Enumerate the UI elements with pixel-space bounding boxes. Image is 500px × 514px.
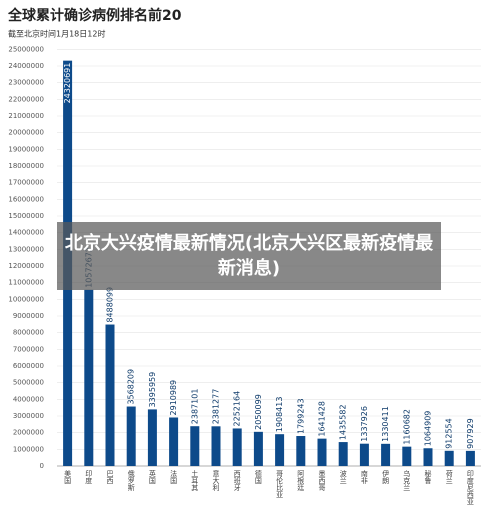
x-tick-label: 秘鲁 [424,469,432,485]
bar [126,406,136,466]
y-tick-label: 0 [40,462,44,470]
x-tick-label: 波兰 [339,469,347,484]
bar [169,417,179,466]
x-tick-label: 印度尼西亚 [466,470,474,505]
y-tick-label: 25000000 [8,45,44,53]
value-label: 2910989 [169,380,178,416]
x-tick-label: 乌克兰 [403,469,411,491]
y-tick-label: 24000000 [8,62,44,70]
bar [190,426,200,466]
y-tick-label: 8000000 [13,329,44,337]
y-tick-label: 10000000 [8,295,44,303]
bar [296,436,306,466]
y-tick-label: 23000000 [8,79,44,87]
value-label: 1908413 [275,397,284,433]
y-tick-label: 21000000 [8,112,44,120]
x-tick-label: 西班牙 [233,470,241,492]
x-tick-label: 英国 [148,469,156,485]
value-label: 2050099 [254,394,263,430]
bar [359,443,369,466]
bar [211,426,221,466]
y-tick-label: 22000000 [8,95,44,103]
value-label: 2381277 [212,389,221,425]
value-label: 3568209 [127,369,136,405]
x-tick-label: 哥伦比亚 [276,470,284,498]
y-tick-label: 20000000 [8,129,44,137]
bar [84,289,94,466]
bar [147,409,157,466]
x-tick-label: 阿根廷 [297,469,305,492]
x-tick-label: 德国 [254,469,262,485]
y-tick-label: 7000000 [13,345,44,353]
y-tick-label: 12000000 [8,262,44,270]
y-tick-label: 19000000 [8,145,44,153]
y-tick-label: 15000000 [8,212,44,220]
value-label: 3395959 [148,372,157,408]
bar [105,324,115,466]
bar [444,450,454,466]
value-label: 8488099 [106,287,115,323]
value-label: 2387101 [190,389,199,425]
x-tick-label: 巴西 [106,470,114,485]
x-tick-label: 美国 [64,469,72,485]
x-tick-label: 法国 [170,469,178,485]
y-tick-label: 16000000 [8,195,44,203]
x-tick-label: 伊朗 [382,469,390,485]
bar [465,450,475,466]
bar [423,448,433,466]
value-label: 912554 [445,418,454,449]
bar [381,443,391,466]
overlay-caption: 北京大兴疫情最新情况(北京大兴区最新疫情最新消息) [57,222,441,290]
y-tick-label: 5000000 [13,379,44,387]
x-tick-label: 荷兰 [445,469,453,484]
bar [232,428,242,466]
value-label: 1435582 [339,404,348,440]
bar [317,438,327,466]
y-tick-label: 3000000 [13,412,44,420]
y-tick-label: 9000000 [13,312,44,320]
x-tick-label: 印度 [85,470,93,485]
x-tick-label: 意大利 [212,469,220,491]
bar [275,434,285,466]
value-label: 1799243 [296,398,305,434]
y-tick-label: 17000000 [8,179,44,187]
value-label: 1337926 [360,406,369,442]
y-tick-label: 6000000 [13,362,44,370]
y-tick-label: 11000000 [8,279,44,287]
value-label: 1064909 [424,411,433,447]
chart-subtitle: 截至北京时间1月18日12时 [8,29,105,39]
y-tick-label: 18000000 [8,162,44,170]
chart-title: 全球累计确诊病例排名前20 [7,7,182,24]
y-tick-label: 2000000 [13,429,44,437]
x-tick-label: 南非 [360,469,368,485]
y-tick-label: 1000000 [13,445,44,453]
y-tick-label: 13000000 [8,245,44,253]
x-tick-label: 俄罗斯 [127,469,135,492]
bar [402,446,412,466]
x-tick-label: 墨西哥 [318,470,326,491]
bar [338,442,348,466]
x-tick-label: 土耳其 [191,469,199,492]
y-tick-label: 4000000 [13,395,44,403]
value-label: 2252164 [233,391,242,427]
value-label: 1641428 [318,401,327,437]
value-label: 907929 [466,418,475,449]
value-label: 1330411 [381,406,390,442]
value-label: 24320691 [63,63,72,104]
value-label: 1160682 [402,409,411,445]
bar [253,431,263,466]
y-tick-label: 14000000 [8,229,44,237]
